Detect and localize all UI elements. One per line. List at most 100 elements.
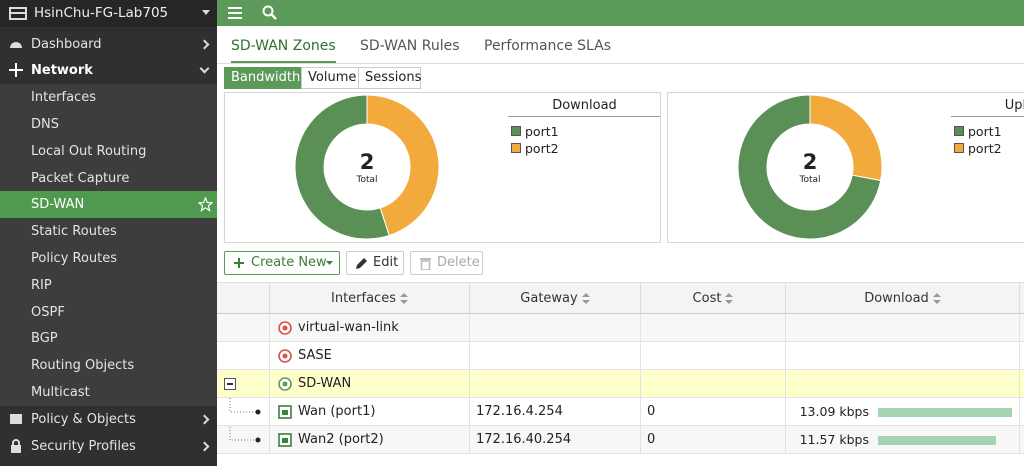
icon	[255, 409, 261, 415]
nav-item[interactable]: SD-WAN	[0, 191, 217, 219]
header-cell[interactable]: Download	[786, 282, 1020, 314]
table-cell	[217, 314, 270, 342]
nav-item[interactable]: Static Routes	[0, 218, 217, 246]
nav-item[interactable]: Local Out Routing	[0, 137, 217, 165]
table-cell	[786, 342, 1020, 370]
nav-icon	[10, 41, 22, 48]
nav-item[interactable]: Packet Capture	[0, 164, 217, 192]
interface-icon	[278, 405, 292, 419]
cost: 0	[647, 404, 656, 419]
table-cell: 0	[641, 426, 786, 454]
donut-segment	[809, 94, 883, 182]
header-cell[interactable]: Cost	[641, 282, 786, 314]
interface-icon	[278, 377, 292, 391]
table-row[interactable]: Wan (port1) 172.16.4.254 0 13.09 kbps	[217, 398, 1024, 426]
interface-icon	[278, 321, 292, 335]
tab[interactable]: SD-WAN Zones	[231, 26, 336, 64]
table-cell	[786, 370, 1020, 398]
nav-item[interactable]: OSPF	[0, 298, 217, 326]
tab[interactable]: SD-WAN Rules	[360, 38, 460, 54]
tree-connector	[229, 426, 261, 443]
table-cell	[470, 314, 641, 342]
trash-icon	[420, 258, 431, 270]
interface-name: Wan (port1)	[298, 404, 376, 419]
nav-item[interactable]: Multicast	[0, 378, 217, 406]
table-cell	[217, 342, 270, 370]
cost: 0	[647, 432, 656, 447]
header-cell[interactable]: Gateway	[470, 282, 641, 314]
icon	[282, 353, 288, 359]
button-label: Edit	[373, 255, 399, 270]
nav-item[interactable]: Policy Routes	[0, 244, 217, 272]
header-cell[interactable]: Interfaces	[270, 282, 470, 314]
plus-icon	[234, 258, 244, 268]
edit-button[interactable]: Edit	[346, 251, 404, 275]
subtab[interactable]: Sessions	[358, 67, 421, 89]
device-name[interactable]: HsinChu-FG-Lab705	[0, 0, 217, 27]
table-cell	[217, 426, 270, 454]
collapse-toggle[interactable]	[224, 378, 236, 390]
icon	[10, 41, 22, 48]
legend-label: port2	[968, 141, 1002, 156]
table-cell	[470, 342, 641, 370]
table-cell: SD-WAN	[270, 370, 470, 398]
table-row[interactable]: Wan2 (port2) 172.16.40.254 0 11.57 kbps	[217, 426, 1024, 454]
nav-item[interactable]: Security Profiles	[0, 432, 217, 460]
nav-item[interactable]: DNS	[0, 110, 217, 138]
column-header: Gateway	[520, 291, 578, 306]
tab[interactable]: Performance SLAs	[484, 38, 612, 54]
interface-icon	[278, 433, 292, 447]
total-value: 2	[360, 150, 375, 174]
legend-item: port1	[508, 123, 660, 140]
table-cell: virtual-wan-link	[270, 314, 470, 342]
icon	[282, 438, 288, 443]
donut-segment	[737, 94, 882, 240]
menu-icon[interactable]	[228, 6, 242, 19]
chart-panel: 2 Total Download port1 port2	[224, 92, 661, 243]
gateway: 172.16.4.254	[476, 404, 563, 419]
favorite-star[interactable]	[198, 197, 213, 213]
legend-label: port1	[525, 124, 559, 139]
donut-segment	[294, 94, 390, 240]
table-cell: Wan2 (port2)	[270, 426, 470, 454]
legend: Download port1 port2	[508, 93, 660, 157]
table-cell	[641, 314, 786, 342]
search-icon[interactable]	[262, 5, 277, 20]
table-cell	[641, 370, 786, 398]
table-row[interactable]: SD-WAN	[217, 370, 1024, 398]
subtab[interactable]: Volume	[301, 67, 359, 89]
download-label: 11.57 kbps	[799, 432, 869, 447]
table-row[interactable]: virtual-wan-link	[217, 314, 1024, 342]
nav-item[interactable]: Routing Objects	[0, 352, 217, 380]
column-header: Interfaces	[331, 291, 396, 306]
legend-swatch	[954, 143, 964, 153]
subtab[interactable]: Bandwidth	[224, 67, 301, 89]
table-cell: 172.16.4.254	[470, 398, 641, 426]
total-label: Total	[355, 175, 377, 185]
icon	[227, 383, 233, 385]
legend-item: port1	[951, 123, 1024, 140]
nav-item[interactable]: Interfaces	[0, 84, 217, 112]
delete-button[interactable]: Delete	[410, 251, 483, 275]
nav-item[interactable]: Dashboard	[0, 30, 217, 58]
device-icon	[9, 7, 27, 20]
nav-item[interactable]: RIP	[0, 271, 217, 299]
icon	[9, 63, 23, 78]
table-cell	[217, 370, 270, 398]
nav-item[interactable]: BGP	[0, 325, 217, 353]
legend-swatch	[511, 143, 521, 153]
button-label: Create New	[251, 255, 327, 270]
create-new-button[interactable]: Create New	[224, 251, 340, 275]
nav-item[interactable]: Network	[0, 57, 217, 85]
interface-name: SASE	[298, 348, 332, 363]
nav-icon	[10, 413, 22, 424]
icon	[12, 438, 20, 445]
table-row[interactable]: SASE	[217, 342, 1024, 370]
legend-item: port2	[508, 140, 660, 157]
table-cell: 13.09 kbps	[786, 398, 1020, 426]
nav-item[interactable]: Policy & Objects	[0, 405, 217, 433]
icon	[282, 381, 288, 387]
